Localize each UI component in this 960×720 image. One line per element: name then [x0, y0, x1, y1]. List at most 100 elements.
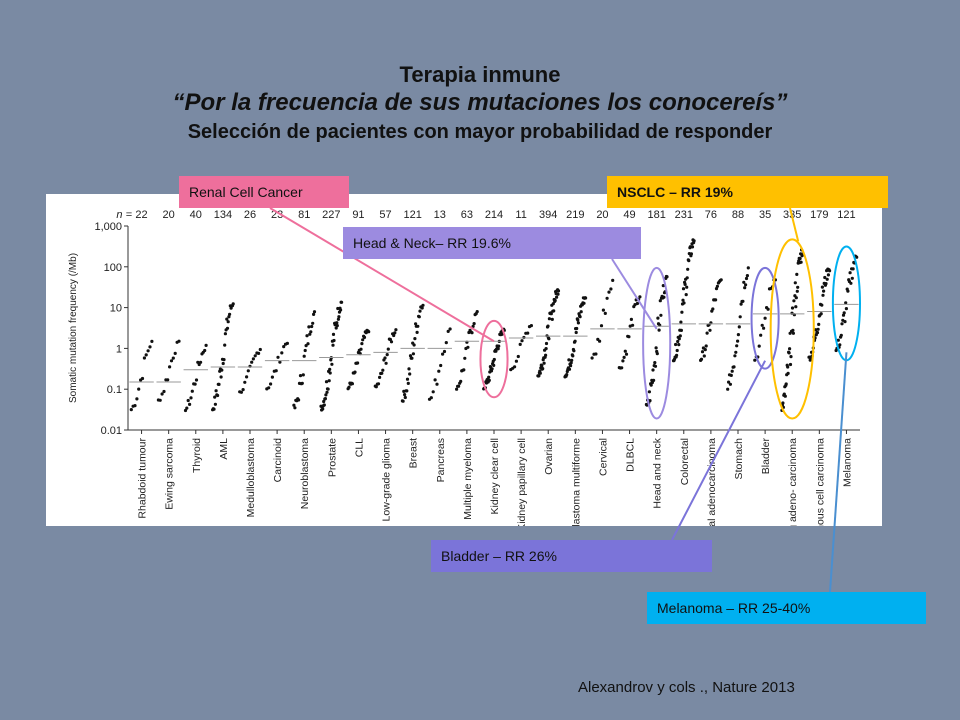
data-point [627, 335, 631, 339]
data-point [783, 394, 787, 398]
data-point [703, 348, 707, 352]
data-point [855, 255, 859, 259]
data-point [362, 335, 367, 339]
data-point [629, 317, 634, 321]
data-point [472, 322, 476, 326]
category-lung-adeno-carcinoma: 335 Lung adeno- carcinoma [780, 209, 805, 526]
category-label: Cervical [597, 438, 609, 476]
n-label: 40 [190, 209, 202, 221]
category-label: AML [218, 438, 230, 460]
data-point [682, 301, 686, 305]
data-point [356, 361, 360, 365]
data-point [686, 267, 690, 271]
category-stomach: 88 Stomach [725, 209, 751, 479]
data-point [307, 325, 311, 329]
data-point [728, 382, 733, 386]
data-point [791, 328, 795, 332]
data-point [665, 275, 669, 279]
data-point [135, 397, 139, 401]
category-colorectal: 231 Colorectal [671, 209, 696, 485]
n-label: 181 [647, 209, 665, 221]
data-point [654, 346, 658, 350]
n-label: 121 [403, 209, 421, 221]
data-point [742, 280, 746, 284]
data-point [374, 385, 378, 389]
data-point [550, 317, 554, 321]
data-point [538, 371, 542, 375]
data-point [228, 312, 232, 316]
data-point [330, 362, 334, 366]
n-label: 231 [675, 209, 693, 221]
data-point [793, 281, 797, 285]
data-point [579, 310, 583, 314]
data-point [567, 358, 571, 362]
data-point [729, 373, 733, 377]
data-point [702, 354, 706, 358]
n-label: 335 [783, 209, 801, 221]
data-point [216, 393, 220, 398]
data-point [676, 339, 680, 344]
data-point [848, 271, 852, 275]
data-point [714, 298, 718, 302]
data-point [221, 361, 225, 366]
data-point [146, 349, 150, 353]
data-point [325, 390, 329, 394]
n-label: 214 [485, 209, 503, 221]
data-point [171, 356, 175, 360]
data-point [405, 389, 409, 393]
data-point [655, 352, 659, 356]
data-point [457, 384, 461, 388]
data-point [389, 340, 394, 344]
data-point [220, 368, 224, 372]
data-point [190, 389, 194, 393]
data-point [569, 364, 573, 368]
data-point [513, 365, 517, 369]
callout-melanoma: Melanoma – RR 25-40% [647, 592, 926, 624]
data-point [621, 359, 625, 363]
data-point [213, 395, 217, 399]
data-point [690, 245, 695, 249]
data-point [518, 342, 522, 346]
category-carcinoid: 23 Carcinoid [264, 209, 290, 482]
data-point [444, 341, 448, 345]
data-point [293, 406, 297, 410]
y-tick-label: 1,000 [94, 221, 122, 233]
data-point [466, 345, 470, 349]
data-point [839, 333, 843, 337]
category-label: Neuroblastoma [299, 438, 311, 509]
data-point [825, 277, 829, 281]
data-point [719, 278, 723, 282]
data-point [529, 324, 533, 328]
data-point [408, 372, 412, 376]
data-point [378, 375, 382, 379]
data-point [129, 408, 133, 412]
data-point [814, 328, 818, 332]
data-point [337, 315, 341, 319]
data-point [301, 373, 305, 377]
data-point [231, 302, 235, 306]
data-point [620, 366, 624, 370]
n-label: 88 [732, 209, 744, 221]
category-label: CLL [353, 438, 365, 457]
category-label: Kidney papillary cell [516, 438, 528, 526]
data-point [347, 385, 351, 389]
data-point [133, 404, 137, 408]
data-point [555, 295, 559, 299]
data-point [734, 350, 738, 354]
data-point [251, 357, 255, 361]
data-point [403, 393, 407, 397]
data-point [359, 347, 363, 351]
data-point [556, 289, 561, 293]
data-point [250, 360, 254, 364]
data-point [792, 299, 796, 303]
data-point [311, 321, 315, 325]
data-point [298, 374, 303, 378]
data-point [699, 357, 704, 361]
data-point [376, 382, 381, 386]
n-label: 179 [810, 209, 828, 221]
n-label: 394 [539, 209, 557, 221]
data-point [186, 398, 190, 403]
data-point [144, 353, 148, 357]
data-point [455, 387, 459, 391]
data-point [204, 343, 208, 347]
